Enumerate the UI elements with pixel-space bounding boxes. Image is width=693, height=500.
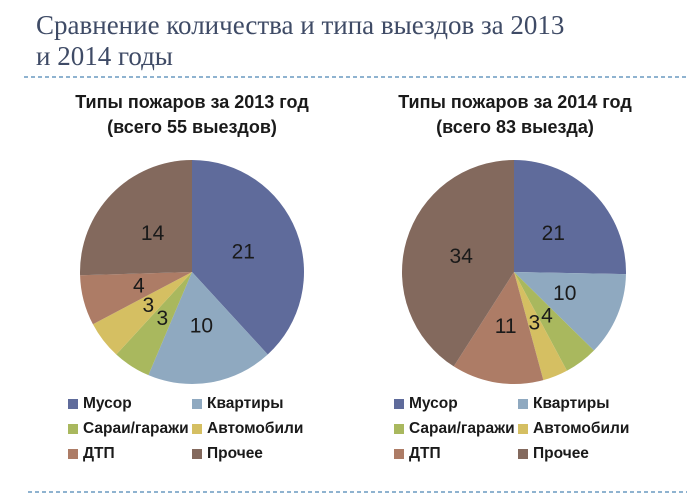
separator-dashed-bottom xyxy=(28,491,687,493)
chart-title-2013-line1: Типы пожаров за 2013 год xyxy=(75,92,309,112)
legend-item: ДТП xyxy=(68,445,192,462)
legend-item: Прочее xyxy=(192,445,358,462)
pie-slice-4 xyxy=(80,272,192,325)
legend-item: Автомобили xyxy=(518,420,684,437)
legend-item: Сараи/гаражи xyxy=(68,420,192,437)
legend-label: Квартиры xyxy=(207,395,284,412)
legend-label: Прочее xyxy=(533,445,589,462)
legend-swatch xyxy=(68,399,78,409)
separator-dashed-top xyxy=(24,76,687,78)
legend-label: Прочее xyxy=(207,445,263,462)
legend-label: Сараи/гаражи xyxy=(409,420,515,437)
pie-value-label: 21 xyxy=(542,222,565,245)
legend-label: Автомобили xyxy=(207,420,304,437)
legend-item: Сараи/гаражи xyxy=(394,420,518,437)
pie-slice-4 xyxy=(453,272,544,385)
pie-value-label: 10 xyxy=(190,315,213,338)
pie-slice-0 xyxy=(192,160,305,355)
page-title-line1: Сравнение количества и типа выездов за 2… xyxy=(36,10,565,40)
legend-item: Мусор xyxy=(394,395,518,412)
pie-slice-2 xyxy=(514,272,594,371)
legend-swatch xyxy=(394,424,404,434)
pie-slice-3 xyxy=(514,272,567,381)
chart-title-2014-line1: Типы пожаров за 2014 год xyxy=(398,92,632,112)
pie-value-label: 4 xyxy=(541,305,553,328)
legend-label: Квартиры xyxy=(533,395,610,412)
page-title-line2: и 2014 годы xyxy=(36,41,173,71)
pie-value-label: 21 xyxy=(232,241,255,264)
pie-slice-1 xyxy=(514,272,626,351)
legend-label: Сараи/гаражи xyxy=(83,420,189,437)
pie-value-label: 14 xyxy=(141,222,165,245)
pie-value-label: 3 xyxy=(143,294,155,317)
legend-swatch xyxy=(518,449,528,459)
chart-title-2014-line2: (всего 83 выезда) xyxy=(436,117,594,137)
legend-label: ДТП xyxy=(409,445,441,462)
legend-swatch xyxy=(192,424,202,434)
legend-2014: Мусор Квартиры Сараи/гаражи Автомобили ДТП Пр… xyxy=(394,395,684,462)
legend-swatch xyxy=(518,399,528,409)
legend-swatch xyxy=(68,424,78,434)
pie-value-label: 10 xyxy=(553,282,576,305)
legend-2013: Мусор Квартиры Сараи/гаражи Автомобили ДТП Пр… xyxy=(68,395,358,462)
legend-label: Мусор xyxy=(83,395,132,412)
legend-label: Автомобили xyxy=(533,420,630,437)
pie-slice-5 xyxy=(401,160,514,367)
legend-label: ДТП xyxy=(83,445,115,462)
legend-item: ДТП xyxy=(394,445,518,462)
pie-slice-2 xyxy=(116,272,192,376)
chart-title-2014: Типы пожаров за 2014 год (всего 83 выезд… xyxy=(385,90,645,140)
legend-swatch xyxy=(68,449,78,459)
chart-title-2013-line2: (всего 55 выездов) xyxy=(107,117,277,137)
legend-item: Мусор xyxy=(68,395,192,412)
chart-title-2013: Типы пожаров за 2013 год (всего 55 выезд… xyxy=(62,90,322,140)
pie-value-label: 4 xyxy=(133,275,145,298)
pie-chart-2013: 21 10 334 14 xyxy=(80,160,305,385)
legend-swatch xyxy=(192,449,202,459)
legend-swatch xyxy=(192,399,202,409)
pie-value-label: 11 xyxy=(495,315,517,338)
legend-item: Прочее xyxy=(518,445,684,462)
pie-slice-1 xyxy=(148,272,268,385)
page-title: Сравнение количества и типа выездов за 2… xyxy=(36,10,666,72)
pie-value-label: 3 xyxy=(528,312,540,335)
legend-label: Мусор xyxy=(409,395,458,412)
pie-slice-3 xyxy=(92,272,192,355)
pie-slice-5 xyxy=(80,160,192,276)
legend-swatch xyxy=(394,399,404,409)
legend-item: Автомобили xyxy=(192,420,358,437)
pie-value-label: 3 xyxy=(156,307,168,330)
legend-swatch xyxy=(518,424,528,434)
legend-item: Квартиры xyxy=(192,395,358,412)
pie-value-label: 34 xyxy=(450,245,474,268)
legend-item: Квартиры xyxy=(518,395,684,412)
legend-swatch xyxy=(394,449,404,459)
pie-slice-0 xyxy=(514,160,627,275)
